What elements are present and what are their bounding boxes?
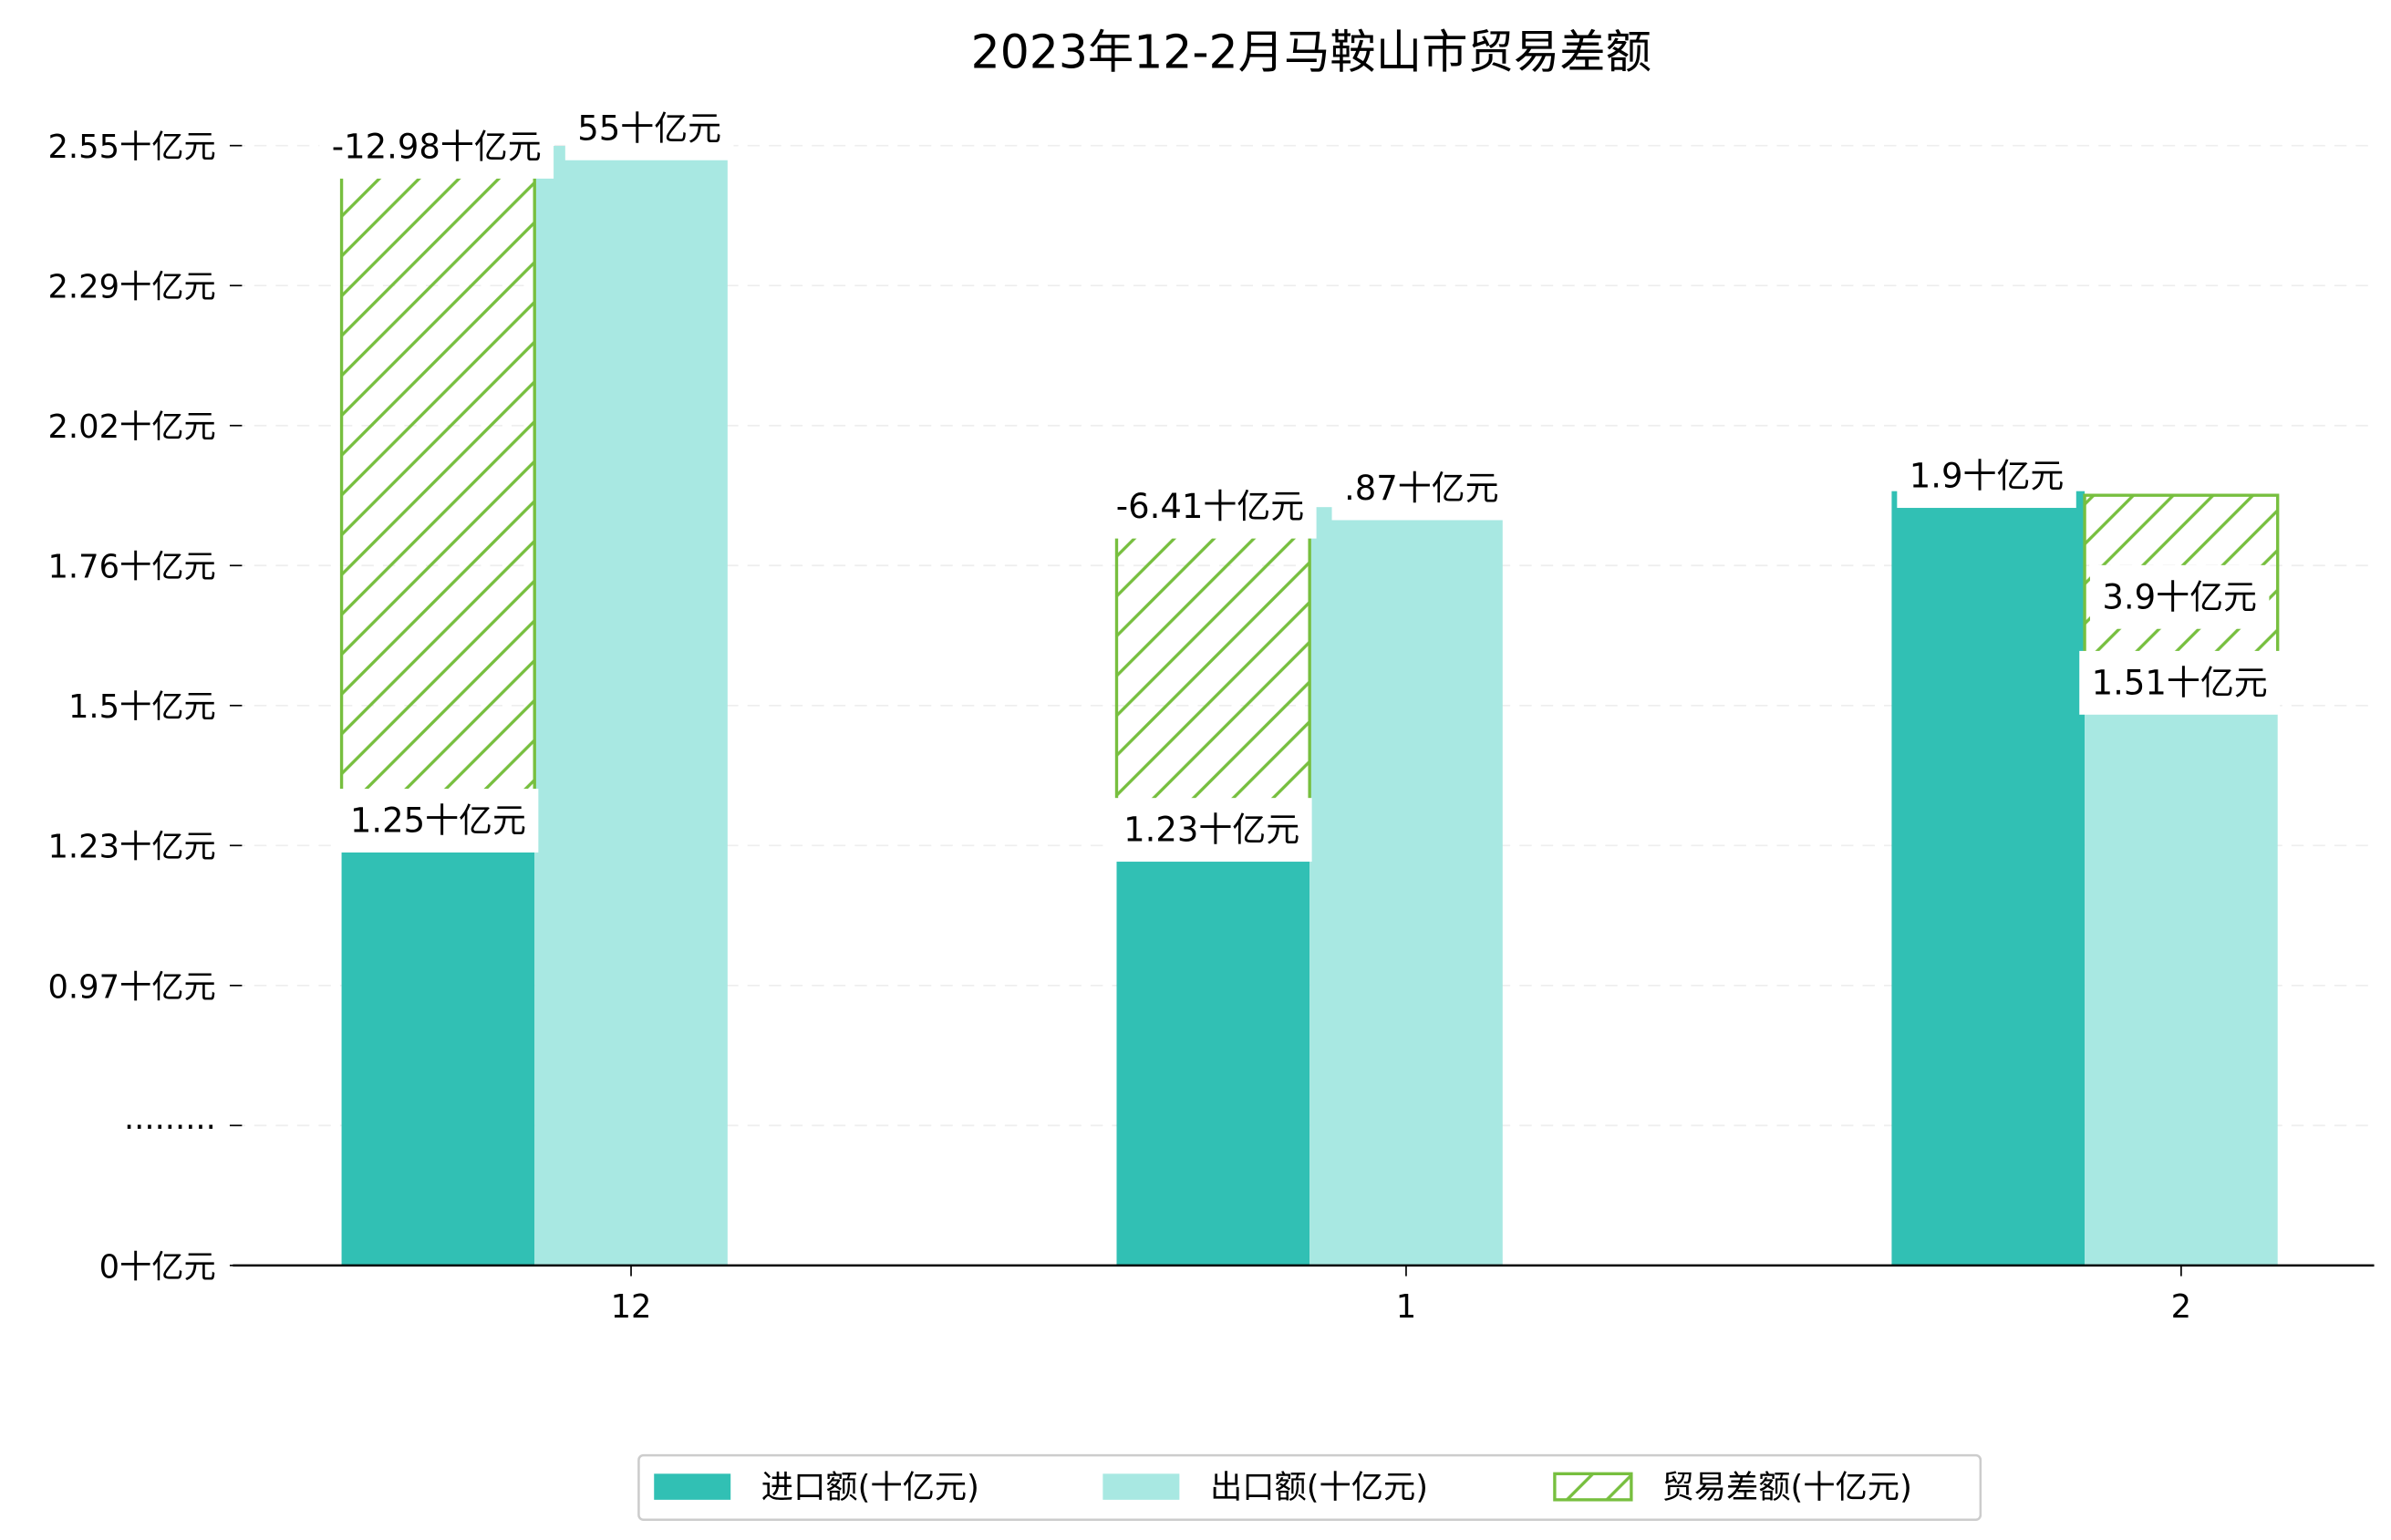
y-tick-label: 2.55十亿元 <box>48 129 216 166</box>
data-label-imp: 1.23十亿元 <box>1111 798 1312 863</box>
y-tick-label: 0.97十亿元 <box>48 968 216 1006</box>
y-axis: 0十亿元 ········· 0.97十亿元 1.23十亿元 1.5十亿元 1.76十亿元… <box>48 129 243 1286</box>
label-background <box>1331 456 1511 521</box>
legend-label-import: 进口额(十亿元) <box>761 1469 979 1506</box>
legend-frame <box>637 1453 1982 1521</box>
legend-label-export: 出口额(十亿元) <box>1210 1469 1428 1506</box>
data-label-imp: 1.9十亿元 <box>1897 444 2076 509</box>
data-label-bal: -12.98十亿元 <box>319 115 554 179</box>
data-label-imp: 1.25十亿元 <box>337 789 539 853</box>
data-label-text: .87十亿元 <box>1344 469 1499 508</box>
bar-trade-balance <box>339 159 536 839</box>
legend-label-balance: 贸易差额(十亿元) <box>1661 1469 1911 1506</box>
x-axis: 12 1 2 <box>611 1265 2191 1326</box>
data-label-exp: 1.51十亿元 <box>2079 650 2281 715</box>
label-background <box>2089 564 2270 629</box>
data-label-exp: .87十亿元 <box>1331 456 1511 521</box>
y-tick-label: 2.29十亿元 <box>48 269 216 306</box>
data-label-bal: 3.9十亿元 <box>2089 564 2270 629</box>
y-tick-label: ········· <box>124 1109 216 1146</box>
y-tick-label: 1.5十亿元 <box>68 688 216 726</box>
data-label-text: -6.41十亿元 <box>1116 487 1304 526</box>
data-labels: 1.25十亿元 55十亿元 -12.98十亿元 1.23十亿元 .87十亿元 -6.41十… <box>319 96 2281 863</box>
label-background <box>2079 650 2281 715</box>
data-label-exp: 55十亿元 <box>564 96 734 160</box>
x-tick-label: 1 <box>1396 1288 1416 1326</box>
data-label-text: 1.25十亿元 <box>350 801 526 841</box>
bar-import <box>1116 847 1310 1266</box>
legend-swatch-balance <box>1553 1472 1633 1502</box>
label-background <box>1897 444 2076 509</box>
bar-export <box>2085 698 2278 1266</box>
bar-export <box>534 146 728 1266</box>
label-background <box>319 115 554 179</box>
bars <box>339 146 2280 1266</box>
bar-trade-balance <box>1114 512 1311 849</box>
y-tick-label: 2.02十亿元 <box>48 408 216 446</box>
chart-title: 2023年12-2月马鞍山市贸易差额 <box>971 25 1651 78</box>
y-tick-label: 0十亿元 <box>99 1248 216 1286</box>
label-background <box>564 96 734 160</box>
data-label-bal: -6.41十亿元 <box>1103 474 1317 539</box>
data-label-text: 3.9十亿元 <box>2102 577 2257 616</box>
legend-swatch-export <box>1102 1473 1180 1500</box>
bar-import <box>1891 491 2086 1266</box>
bar-import <box>341 836 535 1266</box>
legend-swatch-import <box>654 1473 731 1500</box>
y-tick-label: 1.76十亿元 <box>48 549 216 586</box>
data-label-text: 1.51十亿元 <box>2092 663 2268 702</box>
legend: 进口额(十亿元) 出口额(十亿元) 贸易差额(十亿元) <box>637 1453 1982 1521</box>
data-label-text: 1.9十亿元 <box>1910 457 2065 496</box>
data-label-text: -12.98十亿元 <box>332 127 542 166</box>
y-tick-label: 1.23十亿元 <box>48 829 216 866</box>
x-tick-label: 2 <box>2171 1288 2191 1326</box>
x-tick-label: 12 <box>611 1288 652 1326</box>
bar-export <box>1309 507 1503 1266</box>
label-background <box>337 789 539 853</box>
data-label-text: 55十亿元 <box>577 109 721 148</box>
data-label-text: 1.23十亿元 <box>1123 811 1299 850</box>
label-background <box>1111 798 1312 863</box>
label-background <box>1103 474 1317 539</box>
